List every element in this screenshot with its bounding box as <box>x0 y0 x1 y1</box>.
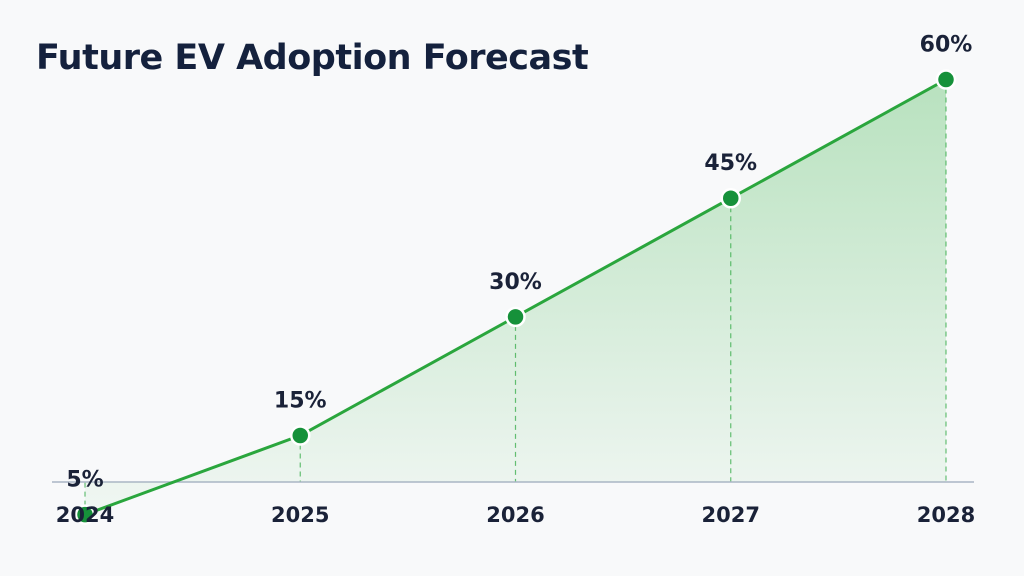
x-tick-label: 2026 <box>486 503 544 527</box>
area-fill <box>85 79 946 515</box>
data-point <box>935 69 957 90</box>
data-label: 5% <box>66 468 103 493</box>
x-tick-label: 2028 <box>917 503 975 527</box>
data-point <box>720 187 741 209</box>
data-label: 60% <box>920 33 973 58</box>
data-label: 30% <box>489 270 542 295</box>
data-point <box>74 504 96 525</box>
x-tick-label: 2027 <box>702 503 760 527</box>
data-point <box>290 425 311 446</box>
data-point <box>505 306 526 328</box>
chart-title: Future EV Adoption Forecast <box>36 38 589 78</box>
data-label: 15% <box>274 389 327 414</box>
data-label: 45% <box>704 151 757 176</box>
x-tick-label: 2025 <box>271 503 329 527</box>
x-tick-label: 2024 <box>56 503 114 527</box>
